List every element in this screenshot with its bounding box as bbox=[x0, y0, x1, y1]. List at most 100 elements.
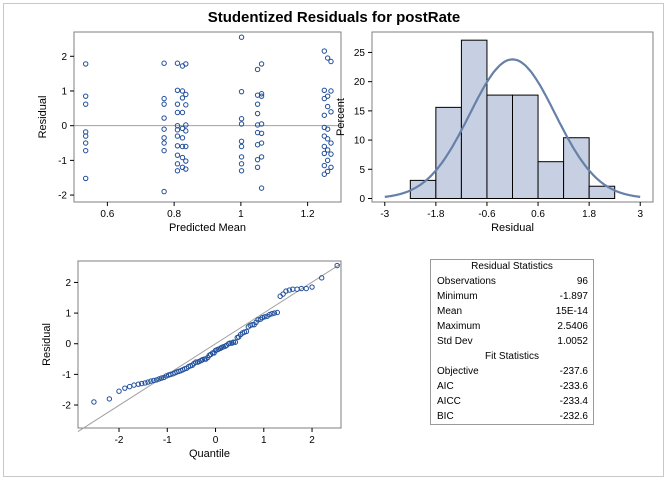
scatter-point bbox=[258, 121, 265, 127]
scatter-point bbox=[328, 164, 334, 171]
scatter-point bbox=[174, 87, 181, 93]
scatter-point bbox=[161, 140, 167, 146]
scatter-point bbox=[328, 58, 334, 65]
qq-y-tick-label: 2 bbox=[65, 278, 71, 289]
histogram-x-tick-label: 0.6 bbox=[531, 209, 545, 220]
qq-point bbox=[262, 314, 268, 320]
scatter-point bbox=[258, 91, 265, 97]
qq-y-tick-label: 0 bbox=[65, 339, 71, 350]
qq-point bbox=[255, 317, 261, 323]
scatter-point bbox=[258, 93, 265, 99]
scatter-point bbox=[324, 168, 331, 175]
qq-point bbox=[135, 381, 142, 387]
qq-point bbox=[153, 377, 160, 383]
histogram-bar bbox=[512, 94, 539, 199]
scatter-point bbox=[82, 93, 89, 99]
histogram-x-tick-label: 1.8 bbox=[582, 209, 596, 220]
scatter-point bbox=[174, 133, 181, 139]
histogram-bar bbox=[460, 39, 488, 199]
stat-row: BIC -232.6 bbox=[431, 409, 593, 424]
scatter-y-axis-label: Residual bbox=[37, 96, 49, 139]
scatter-point bbox=[183, 143, 189, 150]
scatter-y-tick-label: 0 bbox=[61, 121, 67, 132]
qq-point bbox=[148, 378, 154, 384]
scatter-point bbox=[82, 133, 89, 139]
stat-label: Std Dev bbox=[437, 336, 473, 347]
scatter-point bbox=[82, 175, 89, 182]
scatter-point bbox=[183, 158, 189, 164]
scatter-point bbox=[174, 161, 181, 167]
normal-density-curve bbox=[384, 58, 641, 198]
scatter-point bbox=[238, 138, 245, 144]
fit-statistics-header: Fit Statistics bbox=[485, 351, 539, 362]
scatter-point bbox=[183, 128, 189, 134]
stat-value: -237.6 bbox=[559, 366, 588, 377]
scatter-y-tick-label: -2 bbox=[58, 191, 67, 202]
scatter-point bbox=[161, 95, 167, 102]
scatter-point bbox=[161, 126, 167, 132]
qq-point bbox=[232, 339, 239, 345]
scatter-point bbox=[238, 34, 245, 40]
histogram-y-tick-label: 10 bbox=[354, 136, 366, 147]
scatter-point bbox=[258, 130, 265, 137]
scatter-point bbox=[324, 126, 331, 132]
scatter-point bbox=[258, 140, 265, 146]
scatter-point bbox=[324, 55, 331, 61]
scatter-point bbox=[238, 88, 245, 95]
scatter-point bbox=[321, 133, 328, 139]
scatter-point bbox=[174, 109, 181, 116]
histogram-x-tick-label: -0.6 bbox=[478, 209, 496, 220]
scatter-point bbox=[321, 150, 328, 157]
scatter-point bbox=[179, 95, 186, 101]
qq-point bbox=[145, 379, 151, 385]
residual-statistics-header: Residual Statistics bbox=[471, 261, 553, 272]
histogram-y-tick-label: 20 bbox=[354, 77, 366, 88]
histogram-plot-area bbox=[371, 31, 654, 203]
stat-value: -1.897 bbox=[559, 291, 588, 302]
qq-x-tick-label: -1 bbox=[163, 435, 172, 446]
stat-row: Std Dev 1.0052 bbox=[431, 334, 593, 349]
stat-row: Maximum 2.5406 bbox=[431, 319, 593, 334]
scatter-point bbox=[238, 143, 245, 150]
scatter-point bbox=[238, 121, 245, 127]
scatter-point bbox=[254, 110, 261, 117]
scatter-point bbox=[174, 60, 181, 66]
scatter-point bbox=[321, 48, 328, 54]
qq-point bbox=[91, 399, 97, 405]
qq-y-tick-label: -1 bbox=[62, 370, 71, 381]
qq-point bbox=[274, 309, 281, 316]
scatter-y-tick-label: 2 bbox=[61, 52, 67, 63]
qq-point bbox=[122, 385, 128, 391]
stat-row: AICC -233.4 bbox=[431, 394, 593, 409]
scatter-point bbox=[179, 143, 186, 150]
scatter-point bbox=[161, 115, 167, 121]
scatter-point bbox=[321, 162, 328, 169]
histogram-y-axis-label: Percent bbox=[335, 98, 347, 136]
qq-point bbox=[116, 388, 122, 394]
scatter-point bbox=[179, 109, 186, 116]
qq-x-tick-label: 0 bbox=[213, 435, 219, 446]
stat-row: Objective -237.6 bbox=[431, 364, 593, 379]
scatter-point bbox=[82, 140, 89, 146]
scatter-point bbox=[161, 101, 167, 107]
scatter-point bbox=[238, 116, 245, 122]
histogram-bar bbox=[588, 185, 616, 199]
qq-point bbox=[266, 311, 273, 318]
stat-row: Minimum -1.897 bbox=[431, 289, 593, 304]
qq-point bbox=[156, 376, 162, 382]
scatter-x-tick-label: 1.2 bbox=[301, 209, 315, 220]
scatter-point bbox=[179, 88, 186, 94]
scatter-point bbox=[328, 151, 334, 157]
scatter-point bbox=[254, 66, 261, 73]
scatter-point bbox=[321, 171, 328, 177]
stat-row: AIC -233.6 bbox=[431, 379, 593, 394]
scatter-point bbox=[254, 164, 261, 171]
scatter-point bbox=[183, 91, 189, 98]
histogram-x-tick-label: -1.8 bbox=[427, 209, 445, 220]
qq-y-tick-label: -2 bbox=[62, 401, 71, 412]
qq-point bbox=[193, 359, 199, 365]
scatter-point bbox=[174, 168, 181, 174]
scatter-x-tick-label: 0.6 bbox=[100, 209, 114, 220]
scatter-point bbox=[183, 61, 189, 67]
qq-x-tick-label: 2 bbox=[309, 435, 315, 446]
